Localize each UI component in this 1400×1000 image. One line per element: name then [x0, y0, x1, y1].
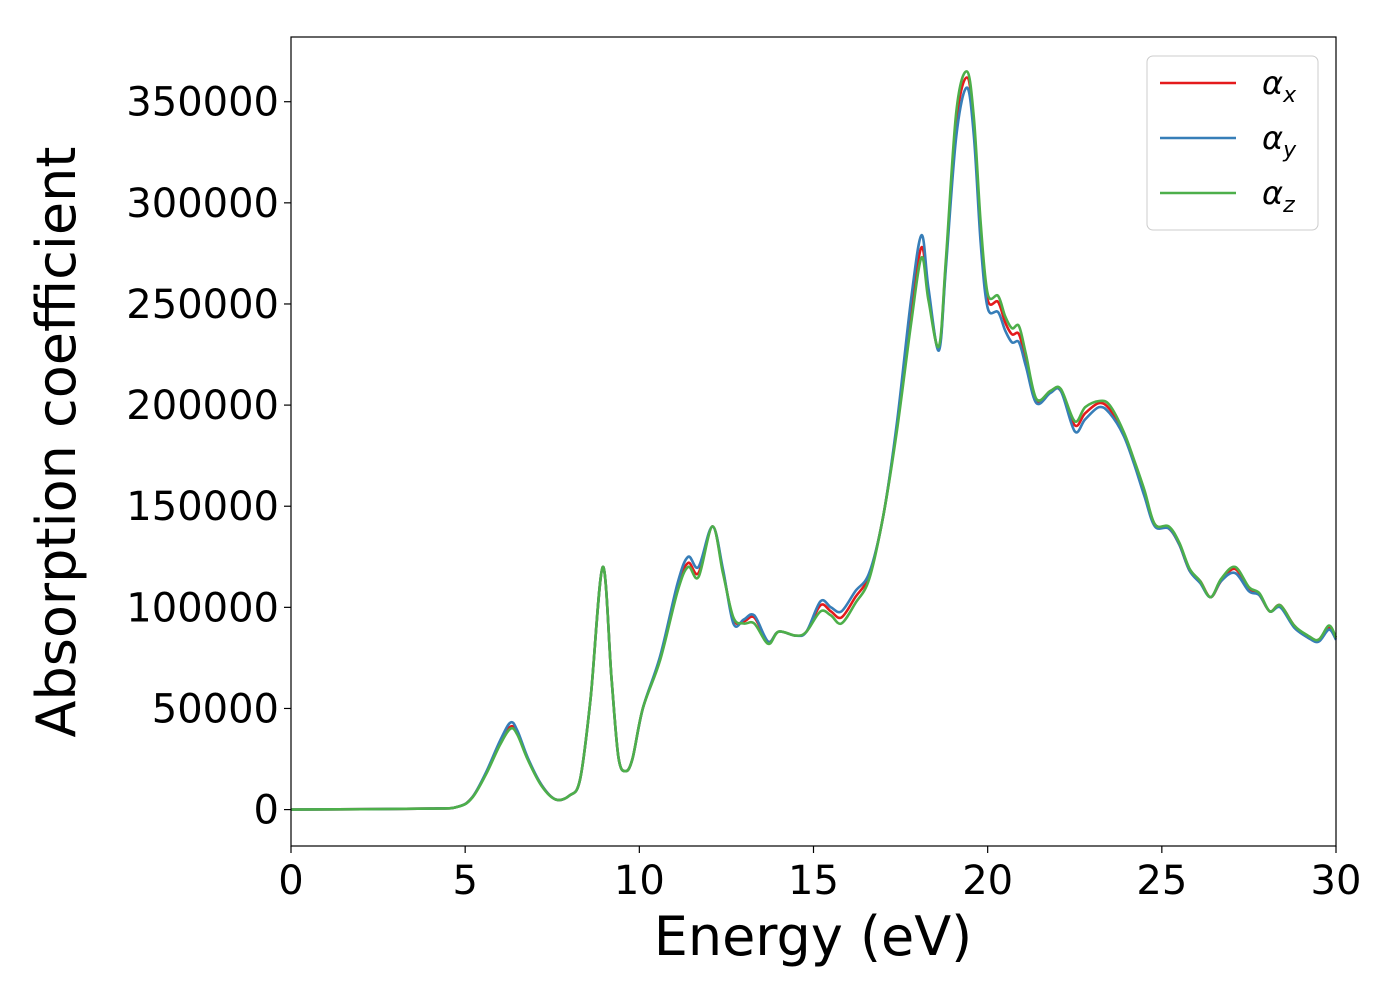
y-axis-title: Absorption coefficient: [25, 147, 88, 738]
legend-box: [1146, 55, 1319, 231]
x-axis-title: Energy (eV): [654, 905, 973, 968]
x-tick-label: 15: [788, 858, 839, 904]
x-tick-label: 25: [1136, 858, 1187, 904]
series-layer: [290, 70, 1338, 811]
y-tick-label: 100000: [126, 585, 279, 631]
x-axis-ticks: 0 5 10 15 20 25 30: [278, 846, 1361, 904]
y-tick-label: 0: [254, 788, 279, 834]
y-tick-label: 150000: [126, 484, 279, 530]
y-tick-label: 250000: [126, 282, 279, 328]
x-tick-label: 20: [962, 858, 1013, 904]
y-axis-ticks: 0 50000 100000 150000 200000 250000 300000 3500…: [126, 80, 291, 834]
y-tick-label: 200000: [126, 383, 279, 429]
x-tick-label: 30: [1311, 858, 1362, 904]
x-tick-label: 5: [452, 858, 477, 904]
y-tick-label: 50000: [152, 686, 279, 732]
y-tick-label: 350000: [126, 80, 279, 126]
x-tick-label: 10: [614, 858, 665, 904]
x-tick-label: 0: [278, 858, 303, 904]
y-tick-label: 300000: [126, 181, 279, 227]
series-line-z: [290, 70, 1338, 811]
